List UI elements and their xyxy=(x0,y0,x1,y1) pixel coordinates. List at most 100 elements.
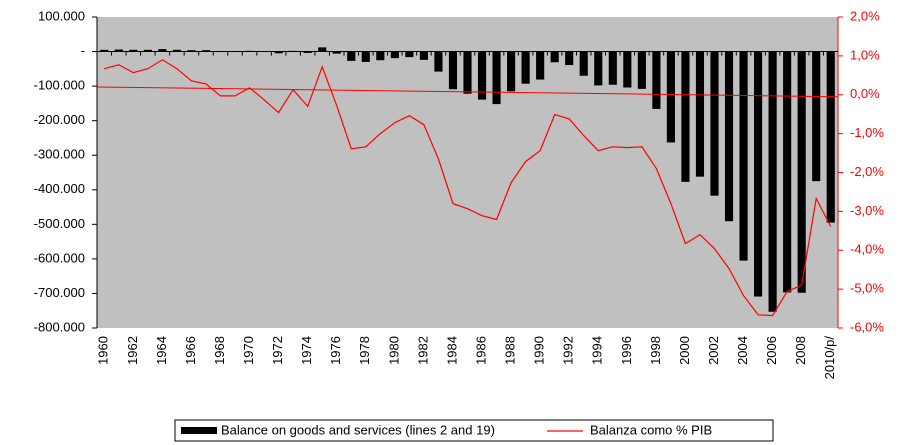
y-tick-label: -800.000 xyxy=(34,319,85,334)
x-tick-label: 2004 xyxy=(735,336,750,365)
bar xyxy=(812,51,821,182)
x-tick-label: 1992 xyxy=(561,336,576,365)
y2-tick-label: 2,0% xyxy=(850,8,880,23)
y2-tick-label: -4,0% xyxy=(850,242,884,257)
x-tick-label: 1994 xyxy=(590,336,605,365)
bar xyxy=(274,51,283,54)
y-tick-label: -600.000 xyxy=(34,250,85,265)
bar xyxy=(754,51,763,297)
bar xyxy=(521,51,530,84)
bar xyxy=(129,49,138,52)
bar xyxy=(826,51,835,223)
x-tick-label: 1968 xyxy=(212,336,227,365)
bar xyxy=(332,51,341,54)
x-tick-label: 1976 xyxy=(328,336,343,365)
bar xyxy=(419,51,428,60)
bar xyxy=(289,50,298,52)
bar xyxy=(245,50,254,52)
x-tick-label: 2006 xyxy=(764,336,779,365)
bar xyxy=(623,51,632,88)
bar xyxy=(579,51,588,76)
bar xyxy=(201,50,211,52)
bar xyxy=(550,51,559,63)
x-tick-label: 1984 xyxy=(444,336,459,365)
x-tick-label: 1978 xyxy=(357,336,372,365)
y2-tick-label: 1,0% xyxy=(850,47,880,62)
trendline xyxy=(96,86,839,98)
x-tick-label: 1996 xyxy=(619,336,634,365)
bar xyxy=(100,49,109,52)
x-tick-label: 1972 xyxy=(270,336,285,365)
y2-tick-label: -1,0% xyxy=(850,125,884,140)
y2-tick-label: -6,0% xyxy=(850,319,884,334)
bar xyxy=(492,51,501,105)
legend xyxy=(174,419,774,442)
x-tick-label: 1964 xyxy=(154,336,169,365)
x-tick-label: 1974 xyxy=(299,336,314,365)
legend-swatch xyxy=(181,427,217,434)
x-tick-label: 1982 xyxy=(415,336,430,365)
y-tick-label: - xyxy=(81,43,85,58)
bar xyxy=(376,51,385,61)
bar xyxy=(710,51,719,196)
x-tick-label: 1960 xyxy=(96,336,111,365)
y-tick-label: -300.000 xyxy=(34,147,85,162)
bar xyxy=(318,47,327,52)
bar xyxy=(666,51,675,143)
y2-tick-label: 0,0% xyxy=(850,86,880,101)
bar xyxy=(783,51,792,293)
x-tick-label: 1986 xyxy=(473,336,488,365)
bar xyxy=(695,51,705,177)
y-tick-label: 100.000 xyxy=(38,8,85,23)
bar xyxy=(143,49,152,52)
x-tick-label: 1990 xyxy=(532,336,547,365)
bar xyxy=(608,51,617,85)
x-tick-label: 2010/p/ xyxy=(822,336,837,380)
bar xyxy=(739,51,748,261)
x-tick-label: 1998 xyxy=(648,336,663,365)
bar xyxy=(536,51,545,80)
bar xyxy=(347,51,356,61)
bar xyxy=(448,51,458,90)
bar xyxy=(172,49,181,52)
x-tick-label: 1988 xyxy=(503,336,518,365)
bar xyxy=(361,51,370,62)
bar xyxy=(652,51,661,109)
y-tick-label: -700.000 xyxy=(34,285,85,300)
y-tick-label: -200.000 xyxy=(34,112,85,127)
x-tick-label: 1966 xyxy=(183,336,198,365)
bar xyxy=(565,51,574,66)
legend-label: Balance on goods and services (lines 2 a… xyxy=(221,422,495,437)
bar xyxy=(507,51,516,92)
y2-tick-label: -2,0% xyxy=(850,164,884,179)
x-tick-label: 1970 xyxy=(241,336,256,365)
y2-tick-label: -3,0% xyxy=(850,203,884,218)
bar xyxy=(303,51,312,53)
bar xyxy=(477,51,487,100)
bar xyxy=(768,51,777,312)
line xyxy=(104,59,832,317)
x-tick-label: 1962 xyxy=(125,336,140,365)
x-tick-label: 1980 xyxy=(386,336,401,365)
bar xyxy=(158,49,167,52)
bar xyxy=(187,50,196,52)
bar xyxy=(434,51,443,72)
bar xyxy=(463,51,472,94)
bar xyxy=(797,51,806,293)
y-tick-label: -400.000 xyxy=(34,181,85,196)
bar xyxy=(681,51,690,182)
x-tick-label: 2008 xyxy=(793,336,808,365)
bar xyxy=(405,51,414,58)
bar xyxy=(637,51,646,89)
bar xyxy=(114,49,123,52)
x-tick-label: 2000 xyxy=(677,336,692,365)
y2-tick-label: -5,0% xyxy=(850,281,884,296)
bar xyxy=(724,51,734,222)
bar xyxy=(390,51,399,59)
y-tick-label: -500.000 xyxy=(34,216,85,231)
bar xyxy=(594,51,603,86)
y-tick-label: -100.000 xyxy=(34,78,85,93)
legend-label: Balanza como % PIB xyxy=(590,422,712,437)
x-tick-label: 2002 xyxy=(706,336,721,365)
